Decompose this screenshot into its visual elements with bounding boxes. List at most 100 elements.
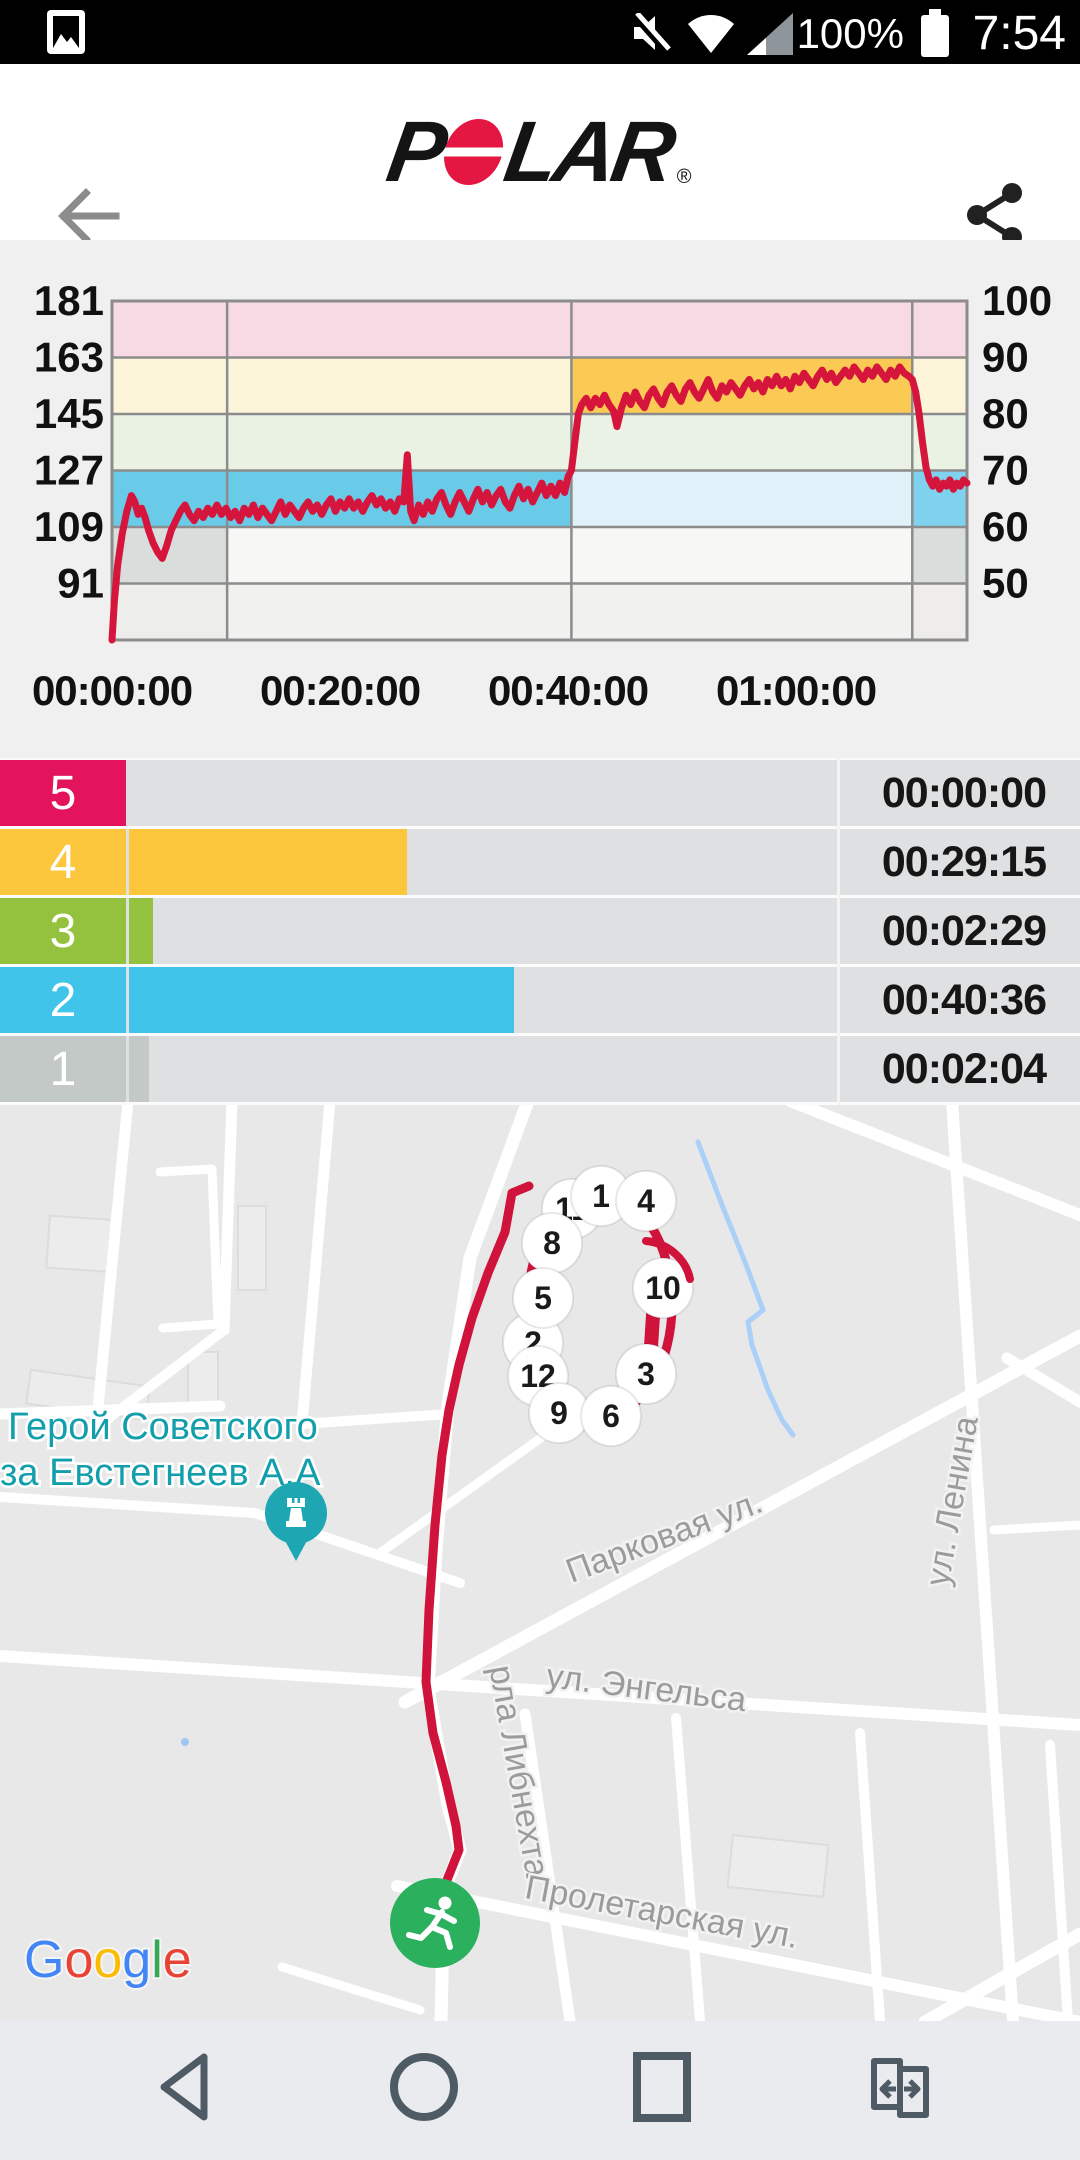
zone-band xyxy=(112,301,228,358)
poi-pin-icon[interactable] xyxy=(265,1482,327,1561)
zone-number-badge: 3 xyxy=(0,898,126,964)
svg-text:Герой Советского: Герой Советского xyxy=(8,1406,318,1448)
heart-rate-line xyxy=(108,363,971,644)
zone-duration-time: 00:00:00 xyxy=(881,768,1047,817)
registered-mark: ® xyxy=(676,166,692,188)
svg-text:за Евстегнеев А.А: за Евстегнеев А.А xyxy=(0,1452,321,1494)
share-icon[interactable] xyxy=(962,182,1028,248)
route-map[interactable]: 11 1 4 8 2 5 10 12 3 9 6 Парковая ул. ул. Энгельса у… xyxy=(0,1094,1080,2029)
android-nav-bar xyxy=(0,2021,1080,2160)
polar-logo-red-o xyxy=(439,119,509,185)
zone-number-badge: 4 xyxy=(0,829,126,895)
nav-back-icon[interactable] xyxy=(150,2047,230,2127)
left-axis-tick: 181 xyxy=(34,277,104,324)
zone-band xyxy=(912,301,967,358)
right-axis-tick: 70 xyxy=(982,447,1029,494)
svg-text:5: 5 xyxy=(534,1280,552,1316)
zone-band xyxy=(571,470,913,527)
zone-band xyxy=(912,527,967,584)
left-axis-tick: 127 xyxy=(34,447,104,494)
zone-band xyxy=(227,301,572,358)
zone-number-badge: 2 xyxy=(0,967,126,1033)
zone-duration-bar xyxy=(129,829,407,895)
map-stream xyxy=(695,1139,796,1438)
lap-marker-3: 3 xyxy=(615,1343,677,1405)
wifi-icon xyxy=(688,15,734,53)
right-axis-tick: 50 xyxy=(982,560,1029,607)
x-axis-tick: 00:00:00 xyxy=(32,667,192,714)
back-arrow-icon[interactable] xyxy=(52,180,124,252)
poi-label: Герой Советского за Евстегнеев А.А xyxy=(0,1404,324,1497)
zone-band xyxy=(571,583,913,640)
lap-marker-9: 9 xyxy=(528,1382,590,1444)
start-marker-run-icon[interactable] xyxy=(390,1878,480,1968)
left-axis-tick: 109 xyxy=(34,503,104,550)
zone-band xyxy=(112,583,228,640)
svg-text:3: 3 xyxy=(637,1356,655,1392)
zone-band xyxy=(912,357,967,414)
svg-text:6: 6 xyxy=(602,1398,620,1434)
svg-text:8: 8 xyxy=(543,1225,561,1261)
right-axis-tick: 90 xyxy=(982,334,1029,381)
zone-band xyxy=(571,301,913,358)
zone-table-divider xyxy=(837,758,840,1105)
zone-band xyxy=(912,470,967,527)
lap-marker-10: 10 xyxy=(632,1257,694,1319)
right-axis-tick: 80 xyxy=(982,390,1029,437)
left-axis-tick: 91 xyxy=(57,560,104,607)
zone-band xyxy=(227,583,572,640)
screenshot-image-icon xyxy=(47,10,85,54)
zone-band xyxy=(571,527,913,584)
zone-row-5: 5 00:00:00 xyxy=(0,760,1080,826)
zone-band xyxy=(227,414,572,471)
nav-home-icon[interactable] xyxy=(384,2047,464,2127)
zone-duration-time: 00:40:36 xyxy=(881,975,1047,1024)
zone-row-4: 4 00:29:15 xyxy=(0,829,1080,895)
lap-marker-8: 8 xyxy=(521,1212,583,1274)
plot-border xyxy=(110,299,969,642)
status-bar: 100% 7:54 xyxy=(0,0,1080,64)
lap-marker-5: 5 xyxy=(512,1267,574,1329)
mute-icon xyxy=(631,13,671,53)
lap-marker-6: 6 xyxy=(580,1385,642,1447)
zone-number-badge: 5 xyxy=(0,760,126,826)
app-header: P LAR ® xyxy=(0,64,1080,247)
left-axis-tick: 145 xyxy=(34,390,104,437)
zone-band xyxy=(112,357,228,414)
lap-marker-1: 1 xyxy=(570,1165,632,1227)
svg-text:4: 4 xyxy=(637,1183,655,1219)
x-axis-tick: 00:20:00 xyxy=(260,667,420,714)
hr-zones-table: 5 00:00:00 4 00:29:15 3 00:02:29 2 00:40:36 1 00:… xyxy=(0,758,1080,1105)
x-axis-tick: 01:00:00 xyxy=(716,667,876,714)
nav-recents-icon[interactable] xyxy=(622,2047,702,2127)
zone-duration-bar xyxy=(129,898,153,964)
zone-row-3: 3 00:02:29 xyxy=(0,898,1080,964)
zone-duration-bar xyxy=(129,967,514,1033)
zone-row-2: 2 00:40:36 xyxy=(0,967,1080,1033)
svg-text:10: 10 xyxy=(645,1270,681,1306)
zone-band xyxy=(112,414,228,471)
x-axis-tick: 00:40:00 xyxy=(488,667,648,714)
zone-duration-bar xyxy=(129,1036,149,1102)
map-roads xyxy=(0,1094,1080,2029)
heart-rate-chart: 181 163 145 127 109 91 100 90 80 70 60 50 00:00:00 00… xyxy=(0,240,1080,758)
zone-duration-time: 00:02:29 xyxy=(881,906,1047,955)
lap-marker-4: 4 xyxy=(615,1170,677,1232)
battery-percent: 100% xyxy=(796,10,904,57)
nav-dual-window-icon[interactable] xyxy=(860,2047,940,2127)
polar-logo-letter: P xyxy=(380,104,450,200)
zone-duration-time: 00:02:04 xyxy=(881,1044,1047,1093)
zone-number-badge: 1 xyxy=(0,1036,126,1102)
svg-text:1: 1 xyxy=(592,1178,610,1214)
google-logo: Google xyxy=(24,1931,192,1989)
battery-icon xyxy=(921,9,949,57)
heart-rate-chart-plot: 181 163 145 127 109 91 100 90 80 70 60 50 00:00:00 00… xyxy=(32,277,1052,714)
polar-logo: P LAR ® xyxy=(381,104,692,200)
right-axis-tick: 60 xyxy=(982,503,1029,550)
right-axis-tick: 100 xyxy=(982,277,1052,324)
zone-band xyxy=(912,583,967,640)
zone-row-1: 1 00:02:04 xyxy=(0,1036,1080,1102)
cell-signal-icon xyxy=(747,13,793,55)
zone-band xyxy=(227,527,572,584)
